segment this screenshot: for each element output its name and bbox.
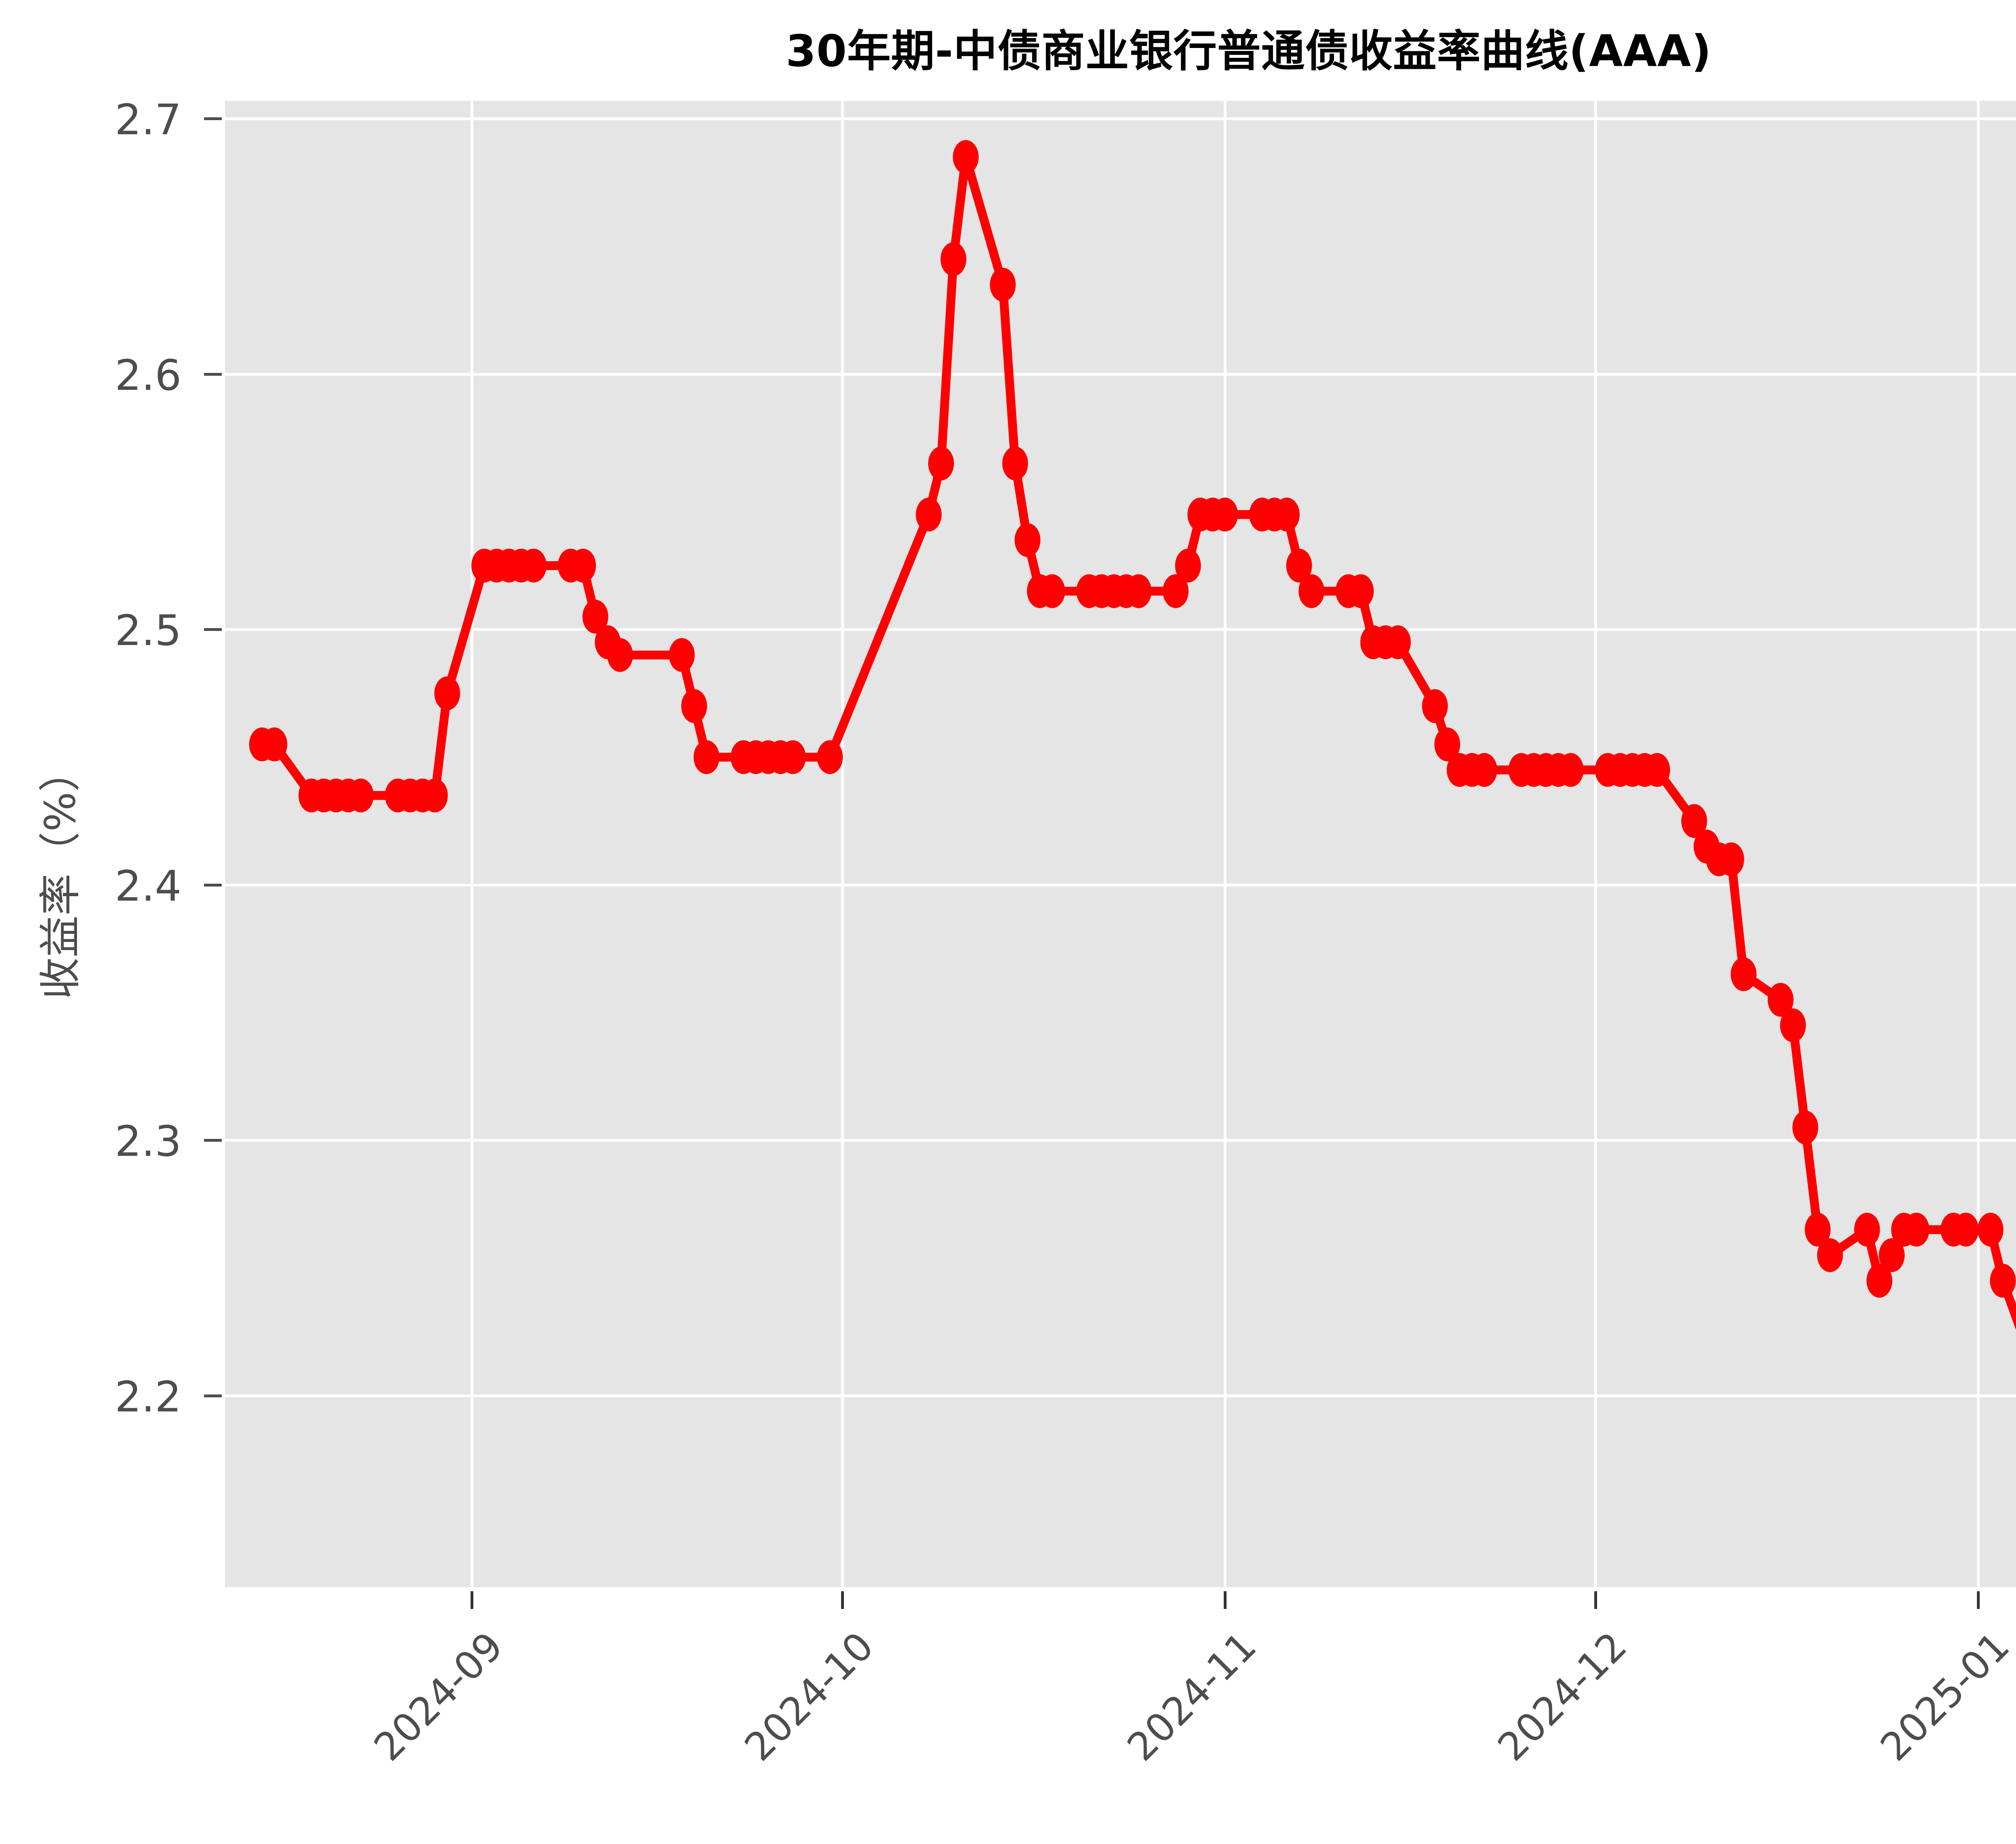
x-tick-mark xyxy=(1977,1591,1980,1609)
x-tick-mark xyxy=(471,1591,474,1609)
data-point-marker xyxy=(1558,753,1584,787)
x-tick-label: 2024-09 xyxy=(365,1623,512,1770)
y-tick-label: 2.3 xyxy=(115,1117,181,1166)
y-tick-mark xyxy=(204,1139,222,1142)
data-point-marker xyxy=(1175,548,1201,583)
data-point-marker xyxy=(1286,548,1312,583)
data-point-marker xyxy=(1681,804,1707,838)
gridline-vertical xyxy=(841,101,844,1587)
y-tick-mark xyxy=(204,117,222,121)
data-point-marker xyxy=(1298,574,1325,608)
x-tick-label: 2024-12 xyxy=(1489,1623,1636,1770)
y-tick-label: 2.2 xyxy=(115,1372,181,1422)
data-point-marker xyxy=(990,268,1016,302)
data-point-marker xyxy=(1644,753,1670,787)
data-point-marker xyxy=(1422,689,1448,723)
gridline-vertical xyxy=(1977,101,1980,1587)
data-point-marker xyxy=(694,740,720,774)
data-point-marker xyxy=(1002,446,1028,481)
data-point-marker xyxy=(780,740,806,774)
data-point-marker xyxy=(817,740,843,774)
y-tick-mark xyxy=(204,628,222,631)
data-point-marker xyxy=(940,242,966,276)
data-point-marker xyxy=(1904,1213,1930,1247)
data-point-marker xyxy=(1731,957,1757,991)
x-tick-label: 2024-11 xyxy=(1118,1623,1265,1770)
yield-curve-series xyxy=(249,140,2016,1330)
y-tick-label: 2.6 xyxy=(115,350,181,400)
data-point-marker xyxy=(348,778,374,813)
data-point-marker xyxy=(1953,1213,1979,1247)
x-tick-mark xyxy=(1594,1591,1597,1609)
gridline-horizontal xyxy=(225,883,2016,887)
data-point-marker xyxy=(916,497,942,532)
data-point-marker xyxy=(1805,1213,1831,1247)
plot-area xyxy=(225,101,2016,1587)
y-tick-label: 2.4 xyxy=(115,861,181,911)
series-line xyxy=(257,152,2016,1330)
data-point-marker xyxy=(422,778,448,813)
chart-title: 30年期-中债商业银行普通债收益率曲线(AAA) xyxy=(785,26,1712,77)
gridline-vertical xyxy=(1594,101,1597,1587)
data-point-marker xyxy=(1977,1213,2004,1247)
data-point-marker xyxy=(1990,1263,2016,1298)
data-point-marker xyxy=(1162,574,1189,608)
data-point-marker xyxy=(1768,982,1794,1017)
data-point-marker xyxy=(1274,497,1300,532)
data-point-marker xyxy=(1792,1110,1818,1145)
data-point-marker xyxy=(928,446,954,481)
data-point-marker xyxy=(669,638,695,672)
x-tick-mark xyxy=(841,1591,844,1609)
gridline-horizontal xyxy=(225,373,2016,376)
data-point-marker xyxy=(1879,1238,1905,1272)
gridline-vertical xyxy=(1224,101,1227,1587)
data-point-marker xyxy=(1434,727,1460,762)
data-point-marker xyxy=(521,548,547,583)
data-point-marker xyxy=(1866,1263,1893,1298)
y-tick-mark xyxy=(204,883,222,887)
data-point-marker xyxy=(1471,753,1497,787)
data-point-marker xyxy=(1718,842,1744,876)
data-point-marker xyxy=(582,599,608,634)
data-point-marker xyxy=(607,638,633,672)
data-point-marker xyxy=(681,689,707,723)
gridline-horizontal xyxy=(225,1139,2016,1142)
y-tick-mark xyxy=(204,373,222,376)
data-point-marker xyxy=(1385,625,1411,660)
gridline-horizontal xyxy=(225,628,2016,631)
data-point-marker xyxy=(1348,574,1374,608)
y-tick-mark xyxy=(204,1394,222,1397)
gridline-horizontal xyxy=(225,1394,2016,1397)
data-point-marker xyxy=(1039,574,1065,608)
data-point-marker xyxy=(434,676,460,710)
gridline-horizontal xyxy=(225,117,2016,121)
x-tick-label: 2025-01 xyxy=(1872,1623,2016,1770)
data-point-marker xyxy=(953,140,979,174)
y-tick-label: 2.7 xyxy=(115,95,181,145)
data-point-marker xyxy=(261,727,287,762)
data-point-marker xyxy=(1854,1213,1880,1247)
data-point-marker xyxy=(570,548,596,583)
data-point-marker xyxy=(1817,1238,1843,1272)
x-tick-label: 2024-10 xyxy=(736,1623,883,1770)
x-tick-mark xyxy=(1224,1591,1227,1609)
gridline-vertical xyxy=(471,101,474,1587)
y-tick-label: 2.5 xyxy=(115,606,181,656)
data-point-marker xyxy=(1212,497,1238,532)
data-point-marker xyxy=(1014,523,1041,557)
data-point-marker xyxy=(1125,574,1152,608)
data-point-marker xyxy=(1780,1008,1806,1043)
